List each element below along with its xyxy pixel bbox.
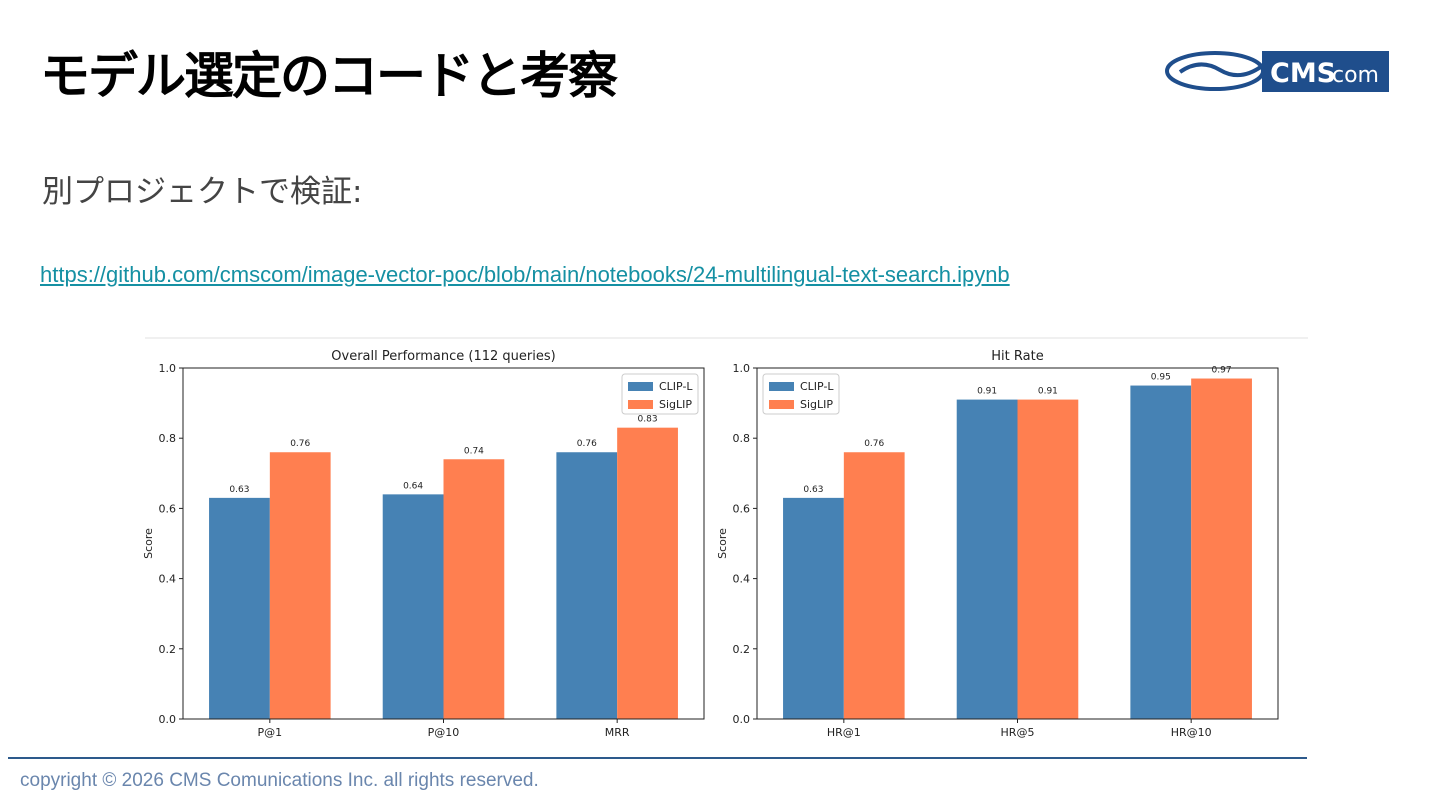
- legend-label: CLIP-L: [800, 380, 834, 393]
- y-tick-label: 0.6: [733, 502, 751, 515]
- chart-title: Overall Performance (112 queries): [331, 349, 555, 364]
- x-tick-label: HR@1: [827, 726, 861, 739]
- y-tick-label: 1.0: [159, 362, 177, 375]
- bar: [1191, 378, 1252, 719]
- legend-box: [762, 373, 840, 415]
- y-tick-label: 0.4: [159, 573, 177, 586]
- y-axis-label: Score: [716, 528, 729, 559]
- value-label: 0.64: [403, 481, 423, 491]
- y-tick-label: 1.0: [733, 362, 751, 375]
- legend-swatch: [628, 400, 653, 409]
- legend-swatch: [769, 382, 794, 391]
- chart-title: Hit Rate: [991, 349, 1043, 364]
- value-label: 0.91: [1038, 387, 1058, 397]
- y-tick-label: 0.4: [733, 573, 751, 586]
- x-tick-label: P@10: [428, 726, 460, 739]
- legend-label: SigLIP: [659, 398, 692, 411]
- y-tick-label: 0.8: [159, 432, 177, 445]
- legend-swatch: [628, 382, 653, 391]
- logo-ring: [1165, 51, 1265, 91]
- logo: CMS com: [1165, 51, 1389, 92]
- y-tick-label: 0.2: [159, 643, 177, 656]
- bar: [443, 459, 505, 719]
- y-tick-label: 0.2: [733, 643, 751, 656]
- value-label: 0.76: [577, 439, 597, 449]
- value-label: 0.95: [1151, 373, 1171, 383]
- subtitle: 別プロジェクトで検証:: [42, 174, 363, 210]
- logo-suffix: com: [1332, 63, 1379, 88]
- copyright: copyright © 2026 CMS Comunications Inc. …: [20, 770, 539, 791]
- logo-box: [1262, 51, 1389, 92]
- bar: [269, 452, 331, 719]
- bar: [209, 497, 270, 719]
- x-tick-label: P@1: [258, 726, 283, 739]
- x-tick-label: MRR: [605, 726, 630, 739]
- logo-main: CMS: [1270, 58, 1336, 89]
- value-label: 0.76: [290, 439, 310, 449]
- bar: [617, 427, 678, 719]
- bar: [956, 399, 1018, 719]
- bar: [1130, 385, 1192, 719]
- y-tick-label: 0.6: [159, 502, 177, 515]
- x-tick-label: HR@10: [1171, 726, 1212, 739]
- legend-label: SigLIP: [800, 398, 833, 411]
- slide-title: モデル選定のコードと考察: [40, 47, 618, 105]
- legend-label: CLIP-L: [659, 380, 693, 393]
- legend-box: [621, 373, 699, 415]
- plot-frame: [182, 367, 705, 720]
- y-tick-label: 0.0: [159, 713, 177, 726]
- value-label: 0.97: [1212, 366, 1232, 376]
- value-label: 0.74: [464, 446, 484, 456]
- notebook-link[interactable]: https://github.com/cmscom/image-vector-p…: [40, 262, 1010, 287]
- y-axis-label: Score: [142, 528, 155, 559]
- value-label: 0.76: [864, 439, 884, 449]
- x-tick-label: HR@5: [1001, 726, 1035, 739]
- y-tick-label: 0.0: [733, 713, 751, 726]
- bar: [843, 452, 905, 719]
- bar: [783, 497, 844, 719]
- y-tick-label: 0.8: [733, 432, 751, 445]
- value-label: 0.63: [803, 485, 823, 495]
- legend-swatch: [769, 400, 794, 409]
- bar: [556, 452, 618, 719]
- bar: [1017, 399, 1079, 719]
- value-label: 0.91: [977, 387, 997, 397]
- logo-swoosh: [1178, 62, 1264, 78]
- bar: [382, 494, 444, 719]
- value-label: 0.83: [638, 415, 658, 425]
- value-label: 0.63: [229, 485, 249, 495]
- plot-frame: [756, 367, 1279, 720]
